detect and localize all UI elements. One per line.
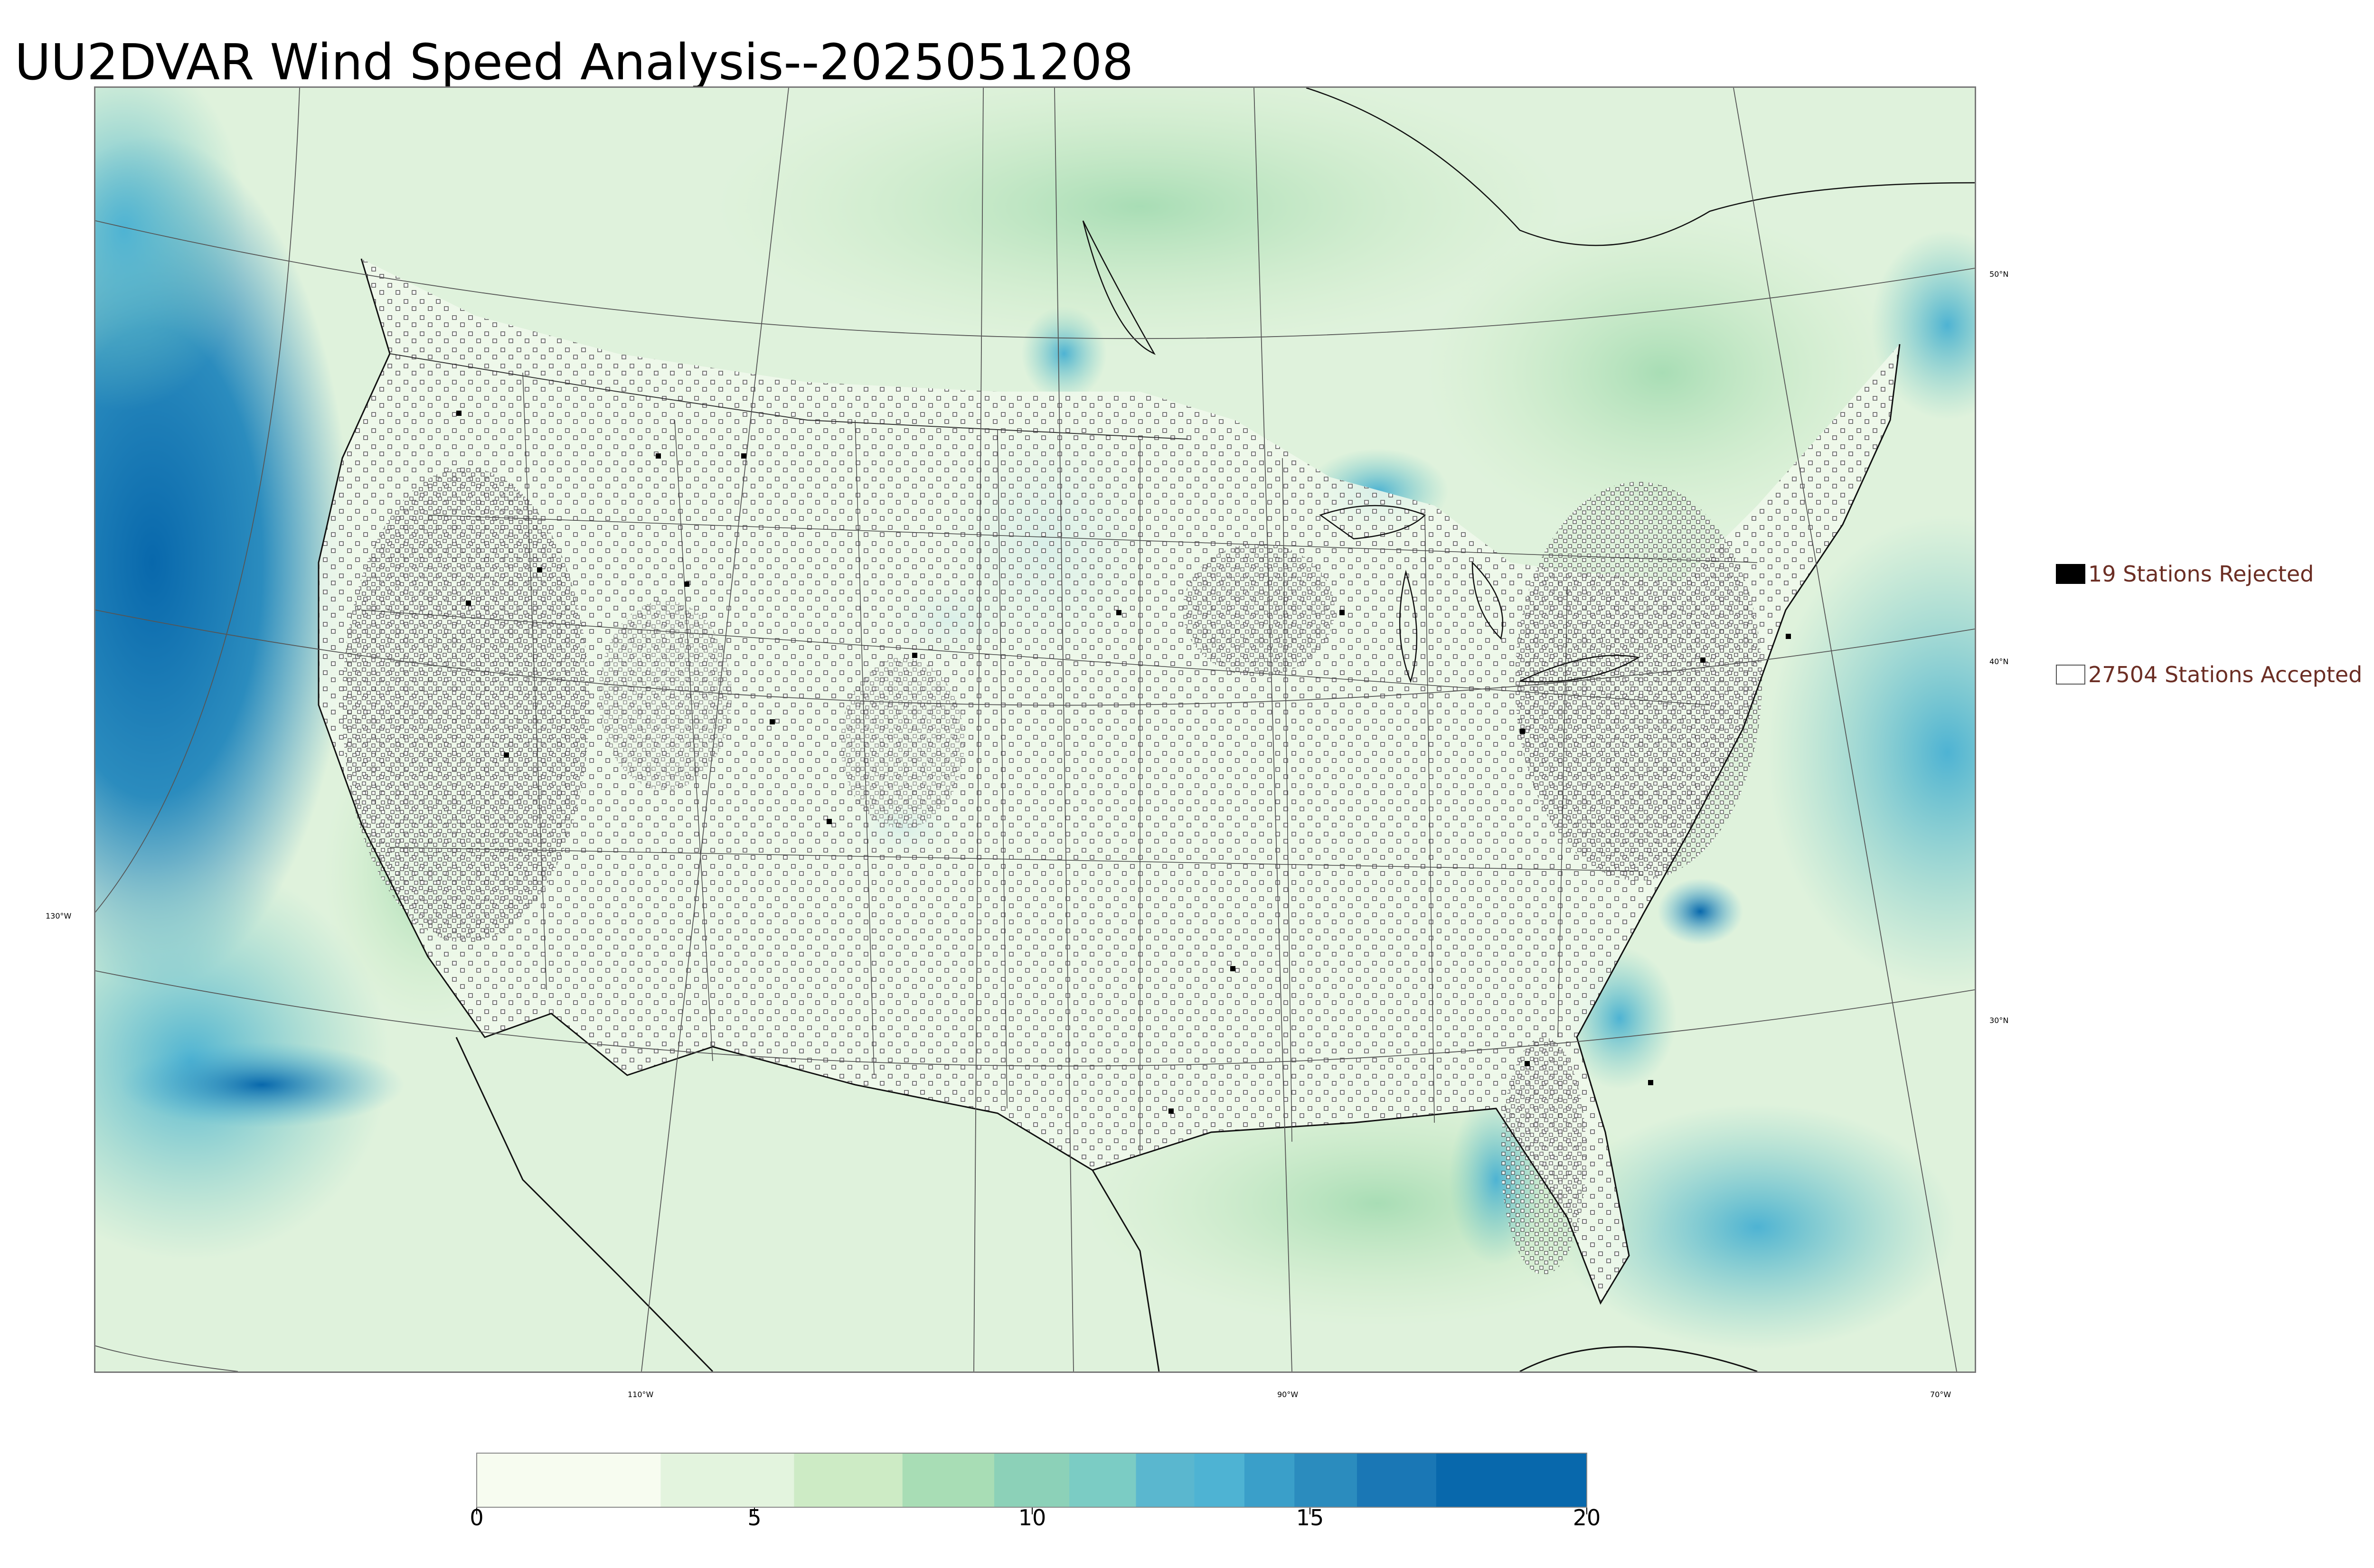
coastline: [318, 258, 1901, 1305]
colorbar-segment: [994, 1454, 1070, 1507]
legend-accepted: 27504 Stations Accepted: [2056, 662, 2362, 687]
cuba-outline: [1519, 1346, 1758, 1371]
accepted-stations: [319, 259, 1900, 1303]
lake-michigan: [1399, 570, 1418, 683]
colorbar-segment: [1436, 1454, 1586, 1507]
graticule: [95, 88, 1975, 1371]
colorbar-segment: [1136, 1454, 1195, 1507]
colorbar-label-5: 5: [747, 1505, 762, 1530]
colorbar-tick: [1586, 1508, 1587, 1514]
colorbar-label-15: 15: [1296, 1505, 1324, 1530]
colorbar-segment: [1294, 1454, 1357, 1507]
lake-winnipeg: [1082, 220, 1156, 355]
rejected-marker-icon: [2056, 564, 2085, 584]
map-canvas: [95, 88, 1975, 1371]
colorbar-tick: [1032, 1508, 1033, 1514]
rejected-stations: [456, 411, 1791, 1114]
accepted-marker-icon: [2056, 665, 2085, 685]
legend-rejected-label: 19 Stations Rejected: [2088, 561, 2314, 587]
colorbar: [476, 1453, 1587, 1508]
map-title: UU2DVAR Wind Speed Analysis--2025051208: [14, 33, 1134, 91]
legend-accepted-label: 27504 Stations Accepted: [2088, 662, 2363, 687]
colorbar-segment: [660, 1454, 795, 1507]
colorbar-segment: [1244, 1454, 1295, 1507]
lat-label-30n: 30°N: [1989, 1016, 2009, 1025]
colorbar-label-20: 20: [1573, 1505, 1601, 1530]
lon-label-90w: 90°W: [1277, 1390, 1299, 1399]
hudson-bay-coast: [1306, 88, 1975, 246]
colorbar-tick: [476, 1508, 477, 1514]
colorbar-label-0: 0: [470, 1505, 484, 1530]
wind-speed-map: [94, 86, 1976, 1373]
lon-label-70w: 70°W: [1930, 1390, 1951, 1399]
atlantic-wind-max: [1658, 878, 1743, 945]
colorbar-tick: [1309, 1508, 1310, 1514]
colorbar-segment: [1194, 1454, 1245, 1507]
colorbar-segment: [1069, 1454, 1137, 1507]
lon-label-130w: 130°W: [46, 911, 72, 920]
colorbar-label-10: 10: [1018, 1505, 1046, 1530]
colorbar-tick: [754, 1508, 755, 1514]
lat-label-40n: 40°N: [1989, 657, 2009, 666]
colorbar-scale: [477, 1454, 1586, 1507]
colorbar-segment: [902, 1454, 995, 1507]
lon-label-110w: 110°W: [628, 1390, 654, 1399]
lat-label-50n: 50°N: [1989, 270, 2009, 279]
colorbar-segment: [794, 1454, 903, 1507]
colorbar-segment: [477, 1454, 661, 1507]
colorbar-segment: [1357, 1454, 1437, 1507]
state-borders: [361, 372, 1758, 1156]
legend-rejected: 19 Stations Rejected: [2056, 561, 2314, 587]
lake-superior: [1319, 505, 1426, 540]
us-canada-border: [389, 353, 1188, 440]
